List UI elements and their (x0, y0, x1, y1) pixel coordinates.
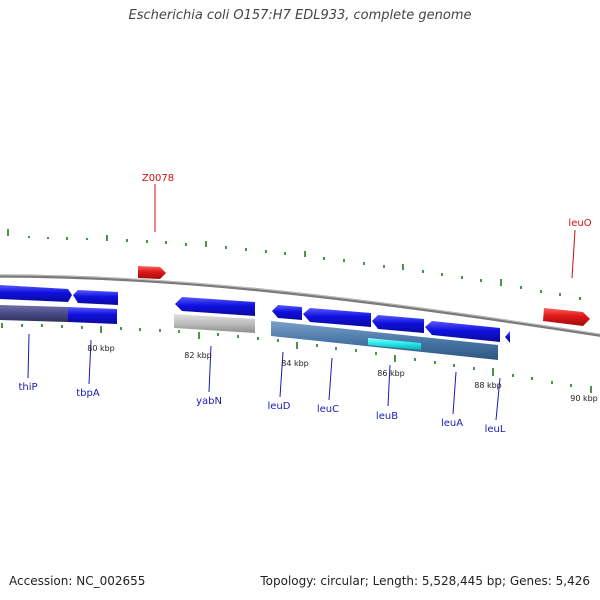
leader-yabn (208, 345, 212, 393)
leader-leul (495, 377, 501, 421)
accession-label: Accession: NC_002655 (9, 574, 146, 588)
outer-tick-ring (7, 229, 581, 300)
feature-bars (0, 305, 498, 360)
gene-arrow-leua[interactable] (425, 321, 500, 342)
gene-arrow-leub[interactable] (372, 315, 424, 333)
gene-arrow-tbpa[interactable] (73, 290, 118, 305)
label-leud: leuD (268, 401, 291, 412)
scale-label: 84 kbp (281, 359, 309, 368)
gene-arrow-leud[interactable] (272, 305, 302, 320)
gene-arrow-leuo[interactable] (543, 308, 590, 326)
bar-thip[interactable] (0, 305, 68, 322)
scale-label: 80 kbp (87, 344, 115, 353)
label-leua: leuA (441, 418, 463, 429)
bar-leub-highlight[interactable] (368, 338, 421, 350)
bar-tbpa[interactable] (68, 307, 117, 324)
label-leub: leuB (376, 411, 398, 422)
label-yabn: yabN (196, 396, 222, 407)
genome-backbone (0, 274, 600, 337)
leader-thip (27, 333, 30, 379)
scale-label: 88 kbp (474, 381, 502, 390)
leader-tbpa (88, 339, 92, 385)
label-z0078: Z0078 (142, 173, 174, 184)
reverse-genes (0, 285, 510, 343)
label-thip: thiP (18, 382, 37, 393)
gene-arrow-thip[interactable] (0, 285, 72, 302)
genome-summary: Topology: circular; Length: 5,528,445 bp… (260, 574, 590, 588)
scale-label: 90 kbp (570, 394, 598, 403)
label-leul: leuL (485, 424, 506, 435)
map-title: Escherichia coli O157:H7 EDL933, complet… (128, 8, 472, 23)
leader-leuc (328, 357, 333, 401)
leader-leua (452, 371, 457, 415)
forward-genes (138, 266, 590, 326)
scale-label: 86 kbp (377, 369, 405, 378)
genome-backbone-highlight (0, 274, 600, 335)
label-leuo: leuO (568, 218, 591, 229)
label-leuc: leuC (317, 404, 339, 415)
gene-labels: Z0078 leuO thiP tbpA yabN leuD leuC leuB… (18, 173, 591, 435)
leader-leuo (571, 229, 576, 279)
label-leaders (27, 184, 576, 421)
gene-arrow-leuc[interactable] (303, 308, 371, 327)
leader-leub (387, 364, 391, 407)
scale-labels: 80 kbp 82 kbp 84 kbp 86 kbp 88 kbp 90 kb… (87, 344, 598, 403)
label-tbpa: tbpA (76, 388, 100, 399)
scale-label: 82 kbp (184, 351, 212, 360)
bar-yabn[interactable] (174, 314, 255, 333)
gene-arrow-leul[interactable] (505, 331, 510, 343)
leader-leud (279, 351, 284, 398)
inner-tick-ring (1, 323, 592, 393)
gene-arrow-z0078[interactable] (138, 266, 166, 279)
gene-arrow-yabn[interactable] (175, 297, 255, 316)
